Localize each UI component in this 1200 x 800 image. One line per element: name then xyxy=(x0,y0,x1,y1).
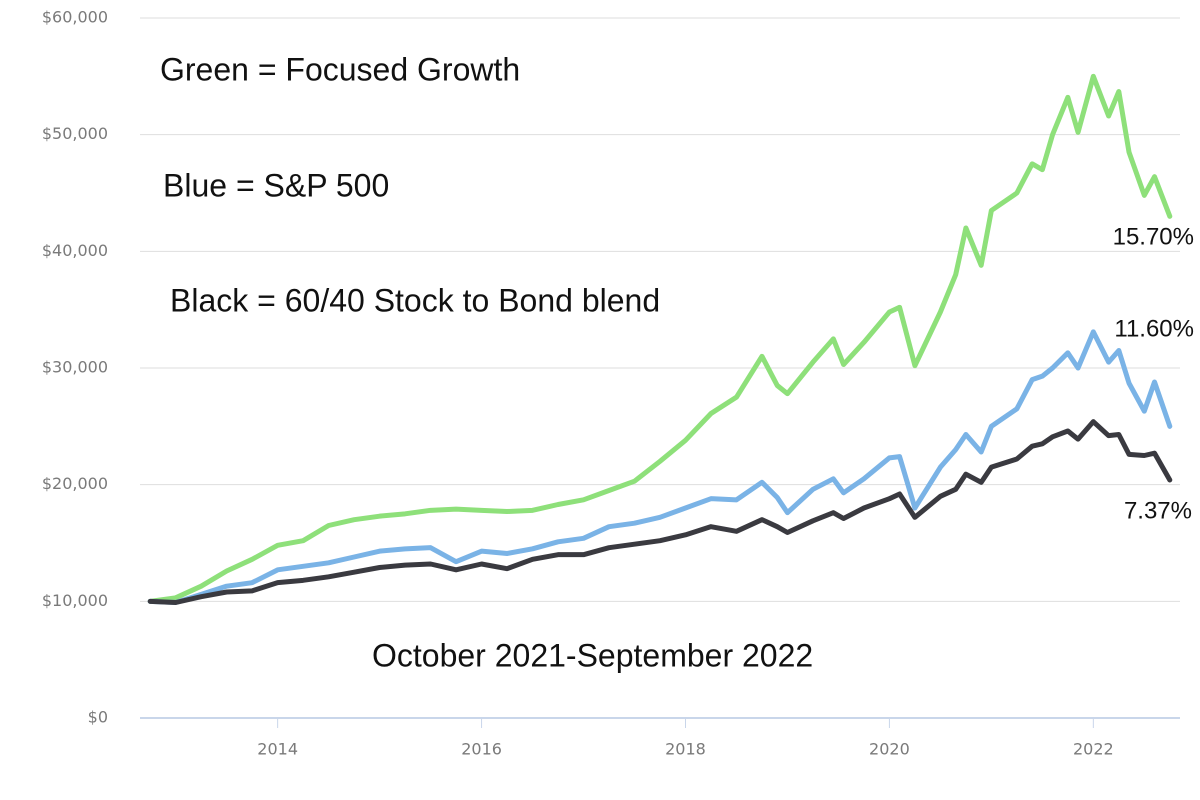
annotation: Black = 60/40 Stock to Bond blend xyxy=(170,282,660,318)
annotation: Green = Focused Growth xyxy=(160,51,520,87)
y-tick-label: $40,000 xyxy=(42,241,108,260)
end-label: 7.37% xyxy=(1124,497,1192,524)
lines xyxy=(147,73,1173,605)
y-tick-label: $30,000 xyxy=(42,358,108,377)
series-line xyxy=(147,329,1173,605)
end-label: 11.60% xyxy=(1114,315,1194,342)
y-tick-label: $10,000 xyxy=(42,591,108,610)
x-tick-label: 2022 xyxy=(1073,740,1114,759)
y-tick-label: $50,000 xyxy=(42,124,108,143)
end-label: 15.70% xyxy=(1113,223,1194,250)
x-tick-label: 2020 xyxy=(869,740,910,759)
x-tick-label: 2018 xyxy=(665,740,706,759)
grid: $0 $10,000 $20,000 $30,000 $40,000 $50,000 $60… xyxy=(42,8,1180,759)
annotation: Blue = S&P 500 xyxy=(163,167,389,203)
y-tick-label: $20,000 xyxy=(42,474,108,493)
y-tick-label: $60,000 xyxy=(42,8,108,27)
series-line xyxy=(147,419,1173,605)
x-tick-label: 2016 xyxy=(461,740,502,759)
y-tick-label: $0 xyxy=(88,708,108,727)
series-line xyxy=(147,73,1173,604)
x-tick-label: 2014 xyxy=(257,740,298,759)
annotation: October 2021-September 2022 xyxy=(372,637,813,673)
